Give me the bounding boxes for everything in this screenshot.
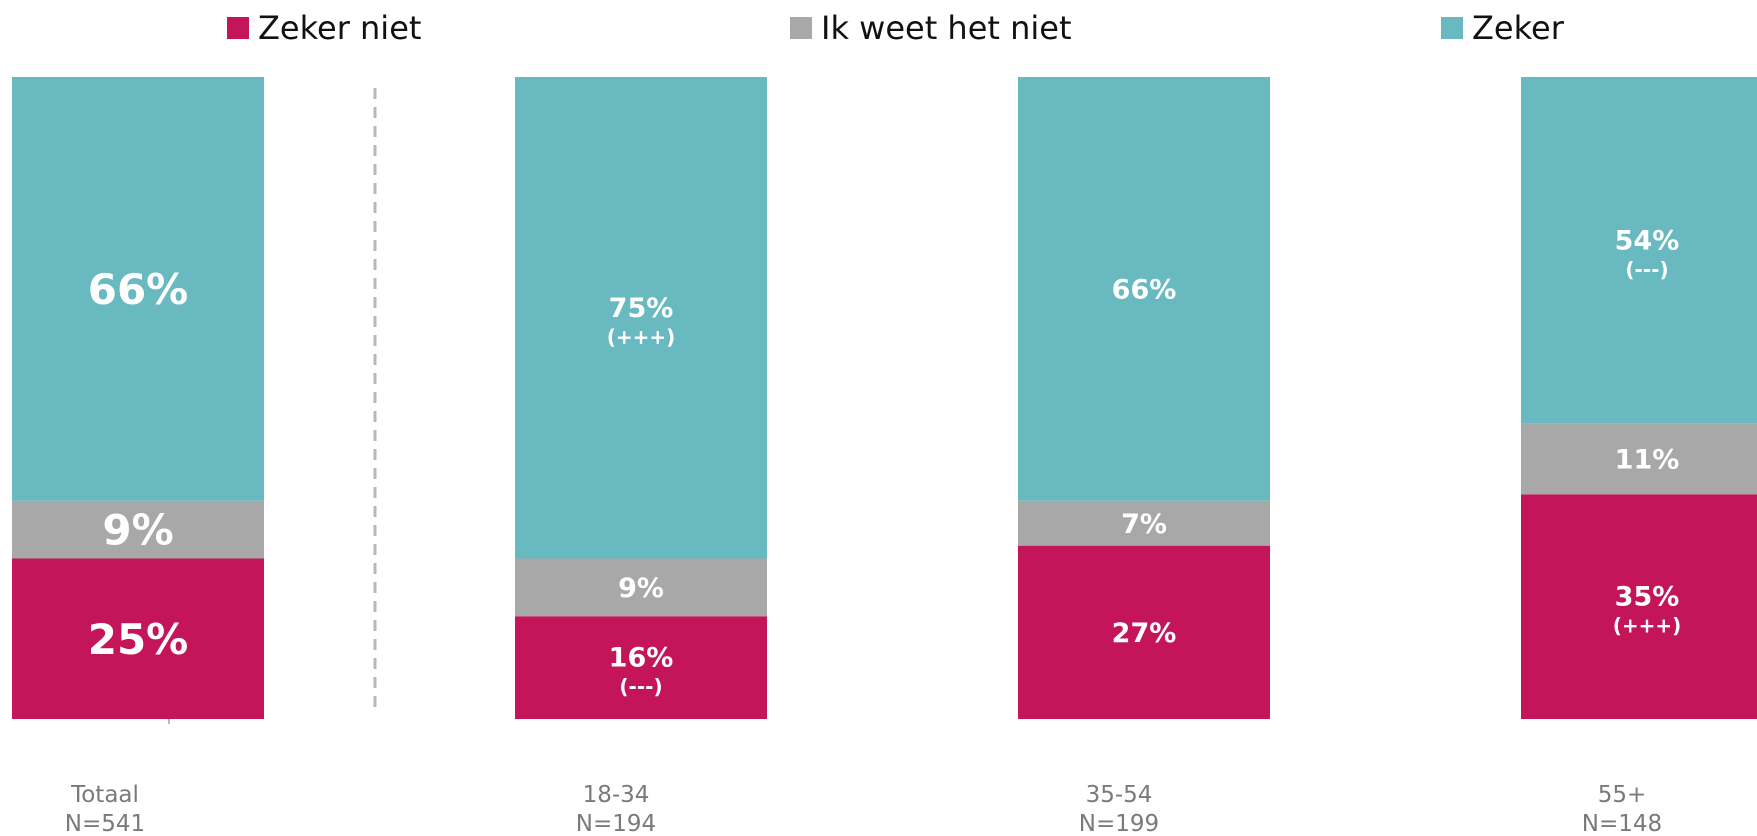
bar-segment-zeker_niet-2 bbox=[1018, 545, 1270, 719]
data-label-weet_niet-2: 7% bbox=[1121, 509, 1167, 540]
category-label-3: 55+ bbox=[1598, 782, 1647, 808]
bar-segment-zeker-2 bbox=[1018, 77, 1270, 501]
data-label-zeker_niet-1: 16% bbox=[609, 643, 674, 674]
category-label-2: 35-54 bbox=[1086, 782, 1153, 808]
sig-label-zeker-1: (+++) bbox=[607, 325, 676, 349]
legend-swatch-zeker bbox=[1441, 17, 1463, 39]
bar-segment-zeker_niet-1 bbox=[515, 616, 767, 719]
sig-label-zeker_niet-3: (+++) bbox=[1613, 614, 1682, 638]
sig-label-zeker-3: (---) bbox=[1625, 257, 1668, 281]
legend-zeker: Zeker bbox=[1441, 8, 1564, 48]
bar-segment-weet_niet-1 bbox=[515, 558, 767, 617]
bar-segment-weet_niet-3 bbox=[1521, 423, 1757, 495]
category-n-3: N=148 bbox=[1582, 811, 1662, 836]
category-n-2: N=199 bbox=[1079, 811, 1159, 836]
data-label-zeker-2: 66% bbox=[1112, 275, 1177, 306]
category-label-0: Totaal bbox=[70, 782, 139, 808]
data-label-weet_niet-1: 9% bbox=[618, 573, 664, 604]
legend-swatch-zeker-niet bbox=[227, 17, 249, 39]
data-label-weet_niet-0: 9% bbox=[102, 506, 173, 555]
bar-segment-weet_niet-2 bbox=[1018, 500, 1270, 546]
category-n-0: N=541 bbox=[65, 811, 145, 836]
legend-swatch-weet-niet bbox=[790, 17, 812, 39]
data-label-zeker_niet-2: 27% bbox=[1112, 618, 1177, 649]
data-label-weet_niet-3: 11% bbox=[1615, 445, 1680, 476]
category-n-1: N=194 bbox=[576, 811, 656, 836]
data-label-zeker_niet-3: 35% bbox=[1615, 582, 1680, 613]
bar-segment-zeker_niet-3 bbox=[1521, 494, 1757, 719]
data-label-zeker-1: 75% bbox=[609, 293, 674, 324]
bar-segment-zeker-1 bbox=[515, 77, 767, 559]
bar-segment-zeker-0 bbox=[12, 77, 264, 501]
legend-label-weet-niet: Ik weet het niet bbox=[821, 9, 1072, 47]
bar-segment-weet_niet-0 bbox=[12, 500, 264, 559]
data-label-zeker-3: 54% bbox=[1615, 225, 1680, 256]
data-label-zeker-0: 66% bbox=[88, 265, 189, 314]
sig-label-zeker_niet-1: (---) bbox=[619, 675, 662, 699]
bar-segment-zeker-3 bbox=[1521, 77, 1757, 424]
legend-label-zeker: Zeker bbox=[1472, 9, 1564, 47]
bar-segment-zeker_niet-0 bbox=[12, 558, 264, 719]
legend-weet-niet: Ik weet het niet bbox=[790, 8, 1072, 48]
data-label-zeker_niet-0: 25% bbox=[88, 615, 189, 664]
legend-zeker-niet: Zeker niet bbox=[227, 8, 421, 48]
legend-label-zeker-niet: Zeker niet bbox=[258, 9, 422, 47]
category-label-1: 18-34 bbox=[583, 782, 650, 808]
